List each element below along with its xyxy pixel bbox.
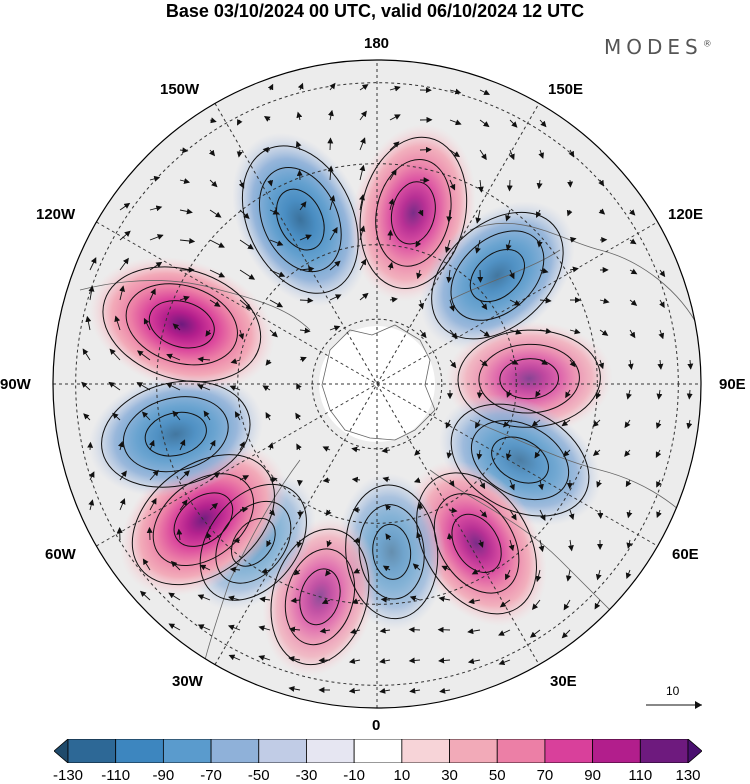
lon-label-150w: 150W bbox=[160, 82, 199, 98]
lon-label-30w: 30W bbox=[172, 674, 203, 690]
colorbar-tick-label: -70 bbox=[200, 767, 222, 784]
colorbar-bin bbox=[259, 739, 307, 763]
colorbar-bin bbox=[354, 739, 402, 763]
colorbar-tick-label: 70 bbox=[537, 767, 554, 784]
lon-label-60w: 60W bbox=[45, 547, 76, 563]
colorbar-bin bbox=[545, 739, 593, 763]
colorbar-bin bbox=[306, 739, 354, 763]
colorbar bbox=[54, 739, 702, 763]
lon-label-30e: 30E bbox=[550, 674, 577, 690]
colorbar-tick-label: -110 bbox=[101, 767, 130, 784]
colorbar-tick-label: -50 bbox=[248, 767, 270, 784]
colorbar-tick-label: -10 bbox=[343, 767, 365, 784]
lon-label-90w: 90W bbox=[0, 377, 31, 393]
lon-label-120e: 120E bbox=[668, 207, 703, 223]
colorbar-tick-label: -30 bbox=[296, 767, 318, 784]
lon-label-0: 0 bbox=[372, 718, 380, 734]
colorbar-bin bbox=[116, 739, 164, 763]
colorbar-bin bbox=[497, 739, 545, 763]
lon-label-120w: 120W bbox=[36, 207, 75, 223]
colorbar-bin bbox=[450, 739, 498, 763]
colorbar-tick-label: 130 bbox=[675, 767, 700, 784]
colorbar-tick-label: 90 bbox=[584, 767, 601, 784]
colorbar-bin bbox=[68, 739, 116, 763]
lon-label-150e: 150E bbox=[548, 82, 583, 98]
colorbar-min-arrow bbox=[54, 739, 68, 763]
lon-label-180: 180 bbox=[364, 36, 389, 52]
reference-vector-label: 10 bbox=[666, 684, 679, 698]
colorbar-bin bbox=[640, 739, 688, 763]
colorbar-tick-label: -130 bbox=[53, 767, 83, 784]
colorbar-tick-label: 10 bbox=[394, 767, 411, 784]
colorbar-bin bbox=[211, 739, 259, 763]
lon-label-90e: 90E bbox=[719, 377, 746, 393]
lon-label-60e: 60E bbox=[672, 547, 699, 563]
colorbar-max-arrow bbox=[688, 739, 702, 763]
colorbar-bin bbox=[163, 739, 211, 763]
colorbar-bin bbox=[402, 739, 450, 763]
colorbar-tick-label: 30 bbox=[441, 767, 458, 784]
colorbar-tick-label: -90 bbox=[153, 767, 175, 784]
colorbar-bin bbox=[593, 739, 641, 763]
colorbar-tick-label: 50 bbox=[489, 767, 506, 784]
colorbar-tick-label: 110 bbox=[628, 767, 652, 784]
